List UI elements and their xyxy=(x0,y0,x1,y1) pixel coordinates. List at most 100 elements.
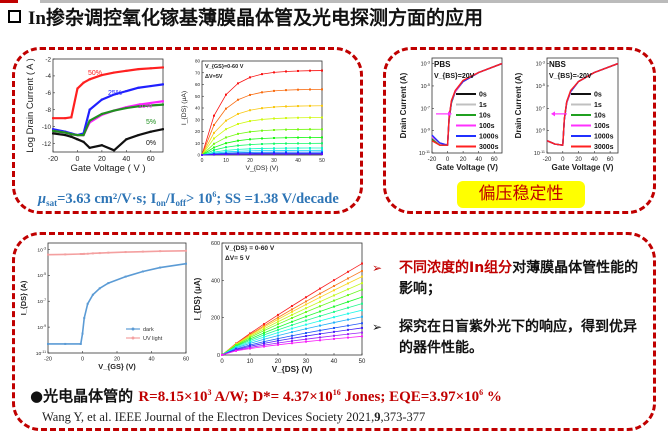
square-bullet-icon xyxy=(8,10,21,23)
text-part: 60 xyxy=(183,357,189,363)
data-point xyxy=(261,91,263,94)
formula-sup: 6 xyxy=(212,190,217,199)
data-point xyxy=(319,292,321,295)
data-point xyxy=(249,346,251,349)
data-point xyxy=(225,119,227,122)
data-point xyxy=(309,142,311,145)
data-point xyxy=(285,142,287,145)
data-point xyxy=(297,128,299,131)
data-point xyxy=(125,90,128,93)
x-axis-label: Gate Voltage (V) xyxy=(552,163,614,172)
data-point xyxy=(309,128,311,131)
text-part: 20 xyxy=(247,158,253,164)
series-line-UV-light xyxy=(47,249,187,256)
data-point xyxy=(213,114,215,117)
data-point xyxy=(249,336,251,339)
data-point xyxy=(70,135,73,138)
legend-label: 1s xyxy=(594,102,602,109)
data-point xyxy=(100,144,103,147)
data-point xyxy=(333,337,335,340)
data-point xyxy=(305,332,307,335)
data-point xyxy=(305,323,307,326)
data-point xyxy=(237,122,239,125)
data-point xyxy=(225,93,227,96)
y-tick-label: 10 xyxy=(195,141,201,146)
data-point xyxy=(249,334,251,337)
data-point xyxy=(141,250,144,253)
data-point xyxy=(225,142,227,145)
text-part: 50 xyxy=(359,359,366,365)
data-point xyxy=(113,149,116,152)
chart-annotation: NBS xyxy=(549,60,567,69)
photodetector-results: ●光电晶体管的 R=8.15×103 A/W; D*= 4.37×1016 Jo… xyxy=(30,385,502,406)
x-axis-label: Gate Voltage ( V ) xyxy=(70,163,145,174)
legend-label: 10s xyxy=(479,113,491,120)
text-part: -20 xyxy=(428,157,437,163)
legend-label: UV light xyxy=(143,336,163,342)
data-point xyxy=(347,312,349,315)
data-point xyxy=(261,143,263,146)
data-point xyxy=(149,85,152,88)
text-part: -20 xyxy=(48,156,58,163)
text-part: 0 xyxy=(217,353,220,359)
x-tick-label: 0 xyxy=(81,357,84,363)
data-point xyxy=(79,342,82,345)
legend-label: 1000s xyxy=(594,134,614,141)
data-point xyxy=(64,253,67,256)
data-point xyxy=(263,323,265,326)
y-tick-label: 80 xyxy=(195,59,201,64)
data-point xyxy=(125,107,128,110)
data-point xyxy=(263,345,265,348)
text-part: -20 xyxy=(44,357,52,363)
citation-pages: ,373-377 xyxy=(380,410,426,424)
formula-text: > 10 xyxy=(185,191,213,207)
chart-6: 0 10 20 30 40 50 0 200 400 600 V_{DS} (V) I_{DS} (μ… xyxy=(193,241,366,374)
results-sup: 3 xyxy=(207,388,212,397)
text-part: 60 xyxy=(147,156,155,163)
legend-label: 3000s xyxy=(594,144,614,151)
data-point xyxy=(213,137,215,140)
series-label: 5% xyxy=(146,119,156,126)
data-point xyxy=(213,123,215,126)
data-point xyxy=(333,321,335,324)
data-point xyxy=(149,130,152,133)
data-point xyxy=(347,277,349,280)
data-point xyxy=(221,354,223,356)
formula-sub: sat xyxy=(46,198,58,208)
data-point xyxy=(273,151,275,154)
data-point xyxy=(64,131,67,134)
y-tick-label: 200 xyxy=(211,316,220,322)
data-point xyxy=(321,146,323,149)
data-point xyxy=(149,101,152,104)
text-part: 10 xyxy=(536,129,542,135)
bullet-text: 对薄膜晶体管性能的影响； xyxy=(399,260,639,297)
x-tick-label: 40 xyxy=(295,158,301,164)
data-point xyxy=(237,112,239,115)
results-text: % xyxy=(483,389,502,405)
data-point xyxy=(225,136,227,139)
data-point xyxy=(137,68,140,71)
data-point xyxy=(249,347,251,350)
legend-label: 100s xyxy=(479,123,495,130)
data-point xyxy=(309,147,311,150)
data-point xyxy=(107,251,110,254)
data-point xyxy=(261,151,263,154)
data-point xyxy=(137,134,140,137)
y-tick-label: 10-3 xyxy=(37,246,46,253)
series-line-3000s xyxy=(546,62,619,146)
data-point xyxy=(347,300,349,303)
data-point xyxy=(249,93,251,96)
series-line-5% xyxy=(52,103,164,137)
data-point xyxy=(98,287,101,290)
data-point xyxy=(291,331,293,334)
doping-panel xyxy=(12,47,363,214)
data-point xyxy=(285,151,287,154)
x-tick-label: -20 xyxy=(543,157,552,163)
legend-marker xyxy=(131,336,135,340)
data-point xyxy=(305,296,307,299)
y-tick-label: 40 xyxy=(195,106,201,111)
legend-marker xyxy=(131,327,135,331)
text-part: 30 xyxy=(195,117,201,122)
